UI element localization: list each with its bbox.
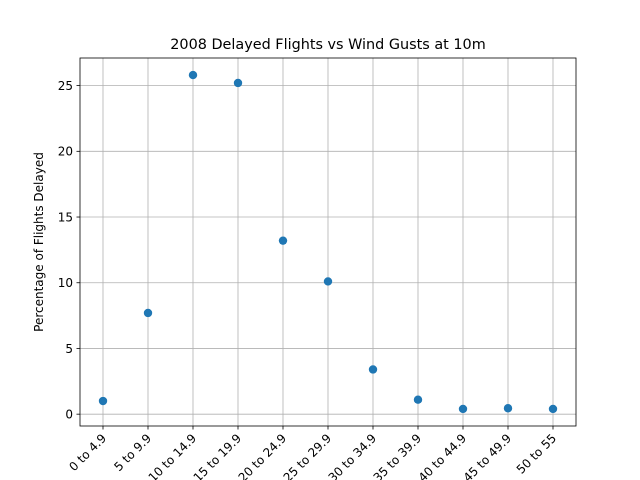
x-tick-label: 15 to 19.9 <box>191 431 245 480</box>
x-tick-label: 30 to 34.9 <box>326 431 380 480</box>
x-tick-label: 25 to 29.9 <box>281 431 335 480</box>
y-tick-label: 0 <box>65 407 73 421</box>
data-point <box>323 277 333 286</box>
x-tick-label: 35 to 39.9 <box>371 431 425 480</box>
data-point <box>368 365 378 374</box>
x-tick-label: 40 to 44.9 <box>416 431 470 480</box>
x-tick-label: 5 to 9.9 <box>111 431 154 474</box>
x-tick-label: 20 to 24.9 <box>236 431 290 480</box>
x-tick-label: 45 to 49.9 <box>461 431 515 480</box>
data-point <box>98 396 108 406</box>
x-tick-label: 50 to 55 <box>514 431 559 476</box>
data-point <box>188 70 198 80</box>
y-tick-label: 20 <box>58 145 73 159</box>
labels: 2008 Delayed Flights vs Wind Gusts at 10… <box>32 37 486 332</box>
data-point <box>548 404 558 414</box>
plot-frame <box>79 57 577 427</box>
data-point <box>413 395 423 404</box>
x-tick-label: 10 to 14.9 <box>146 431 200 480</box>
data-point <box>233 78 243 88</box>
axes: 0 to 4.9 5 to 9.910 to 14.915 to 19.920 t… <box>58 57 577 480</box>
y-tick-label: 25 <box>58 79 73 93</box>
y-tick-label: 10 <box>58 276 73 290</box>
x-tick-label: 0 to 4.9 <box>66 431 109 474</box>
chart-title: 2008 Delayed Flights vs Wind Gusts at 10… <box>170 37 485 53</box>
data-points <box>98 70 558 414</box>
y-tick-label: 5 <box>65 342 73 356</box>
grid <box>80 58 576 426</box>
data-point <box>143 308 153 318</box>
data-point <box>278 236 288 245</box>
y-axis-label: Percentage of Flights Delayed <box>32 152 46 332</box>
y-tick-label: 15 <box>58 210 73 224</box>
data-point <box>503 404 513 413</box>
data-point <box>458 404 468 414</box>
